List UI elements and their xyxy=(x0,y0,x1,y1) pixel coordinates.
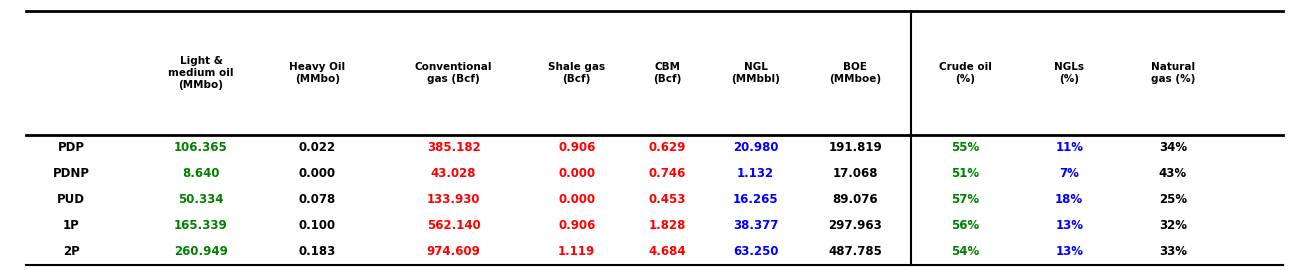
Text: 55%: 55% xyxy=(951,141,980,154)
Text: 0.078: 0.078 xyxy=(299,193,336,206)
Text: 0.100: 0.100 xyxy=(299,219,336,232)
Text: PDNP: PDNP xyxy=(53,167,89,180)
Text: 56%: 56% xyxy=(951,219,980,232)
Text: 89.076: 89.076 xyxy=(832,193,879,206)
Text: 33%: 33% xyxy=(1159,245,1187,258)
Text: 8.640: 8.640 xyxy=(183,167,219,180)
Text: 57%: 57% xyxy=(951,193,980,206)
Text: NGL
(MMbbl): NGL (MMbbl) xyxy=(731,62,780,84)
Text: 0.000: 0.000 xyxy=(559,167,595,180)
Text: 562.140: 562.140 xyxy=(426,219,481,232)
Text: 20.980: 20.980 xyxy=(732,141,779,154)
Text: 385.182: 385.182 xyxy=(426,141,481,154)
Text: 487.785: 487.785 xyxy=(828,245,883,258)
Text: 16.265: 16.265 xyxy=(732,193,779,206)
Text: 50.334: 50.334 xyxy=(178,193,224,206)
Text: BOE
(MMboe): BOE (MMboe) xyxy=(829,62,881,84)
Text: 4.684: 4.684 xyxy=(648,245,687,258)
Text: 51%: 51% xyxy=(951,167,980,180)
Text: 1.132: 1.132 xyxy=(737,167,774,180)
Text: 38.377: 38.377 xyxy=(732,219,779,232)
Text: Conventional
gas (Bcf): Conventional gas (Bcf) xyxy=(415,62,492,84)
Text: 1P: 1P xyxy=(64,219,79,232)
Text: 0.746: 0.746 xyxy=(649,167,686,180)
Text: NGLs
(%): NGLs (%) xyxy=(1054,62,1085,84)
Text: 25%: 25% xyxy=(1159,193,1187,206)
Text: Heavy Oil
(MMbo): Heavy Oil (MMbo) xyxy=(289,62,346,84)
Text: 165.339: 165.339 xyxy=(174,219,228,232)
Text: 974.609: 974.609 xyxy=(426,245,481,258)
Text: 43%: 43% xyxy=(1159,167,1187,180)
Text: 63.250: 63.250 xyxy=(732,245,779,258)
Text: 1.119: 1.119 xyxy=(559,245,595,258)
Text: 133.930: 133.930 xyxy=(426,193,481,206)
Text: 0.000: 0.000 xyxy=(559,193,595,206)
Text: 1.828: 1.828 xyxy=(649,219,686,232)
Text: 260.949: 260.949 xyxy=(174,245,228,258)
Text: 43.028: 43.028 xyxy=(430,167,477,180)
Text: Shale gas
(Bcf): Shale gas (Bcf) xyxy=(548,62,605,84)
Text: 18%: 18% xyxy=(1055,193,1083,206)
Text: PDP: PDP xyxy=(58,141,84,154)
Text: Natural
gas (%): Natural gas (%) xyxy=(1151,62,1195,84)
Text: 191.819: 191.819 xyxy=(828,141,883,154)
Text: 0.629: 0.629 xyxy=(649,141,686,154)
Text: PUD: PUD xyxy=(57,193,86,206)
Text: 34%: 34% xyxy=(1159,141,1187,154)
Text: 54%: 54% xyxy=(951,245,980,258)
Text: 17.068: 17.068 xyxy=(832,167,879,180)
Text: Light &
medium oil
(MMbo): Light & medium oil (MMbo) xyxy=(168,56,233,90)
Text: 2P: 2P xyxy=(64,245,79,258)
Text: 13%: 13% xyxy=(1055,219,1083,232)
Text: 0.453: 0.453 xyxy=(649,193,686,206)
Text: 13%: 13% xyxy=(1055,245,1083,258)
Text: 106.365: 106.365 xyxy=(174,141,228,154)
Text: 11%: 11% xyxy=(1055,141,1083,154)
Text: 297.963: 297.963 xyxy=(828,219,883,232)
Text: 0.906: 0.906 xyxy=(559,219,595,232)
Text: CBM
(Bcf): CBM (Bcf) xyxy=(653,62,682,84)
Text: 0.906: 0.906 xyxy=(559,141,595,154)
Text: Crude oil
(%): Crude oil (%) xyxy=(940,62,991,84)
Text: 0.183: 0.183 xyxy=(299,245,336,258)
Text: 32%: 32% xyxy=(1159,219,1187,232)
Text: 7%: 7% xyxy=(1059,167,1080,180)
Text: 0.022: 0.022 xyxy=(299,141,336,154)
Text: 0.000: 0.000 xyxy=(299,167,336,180)
